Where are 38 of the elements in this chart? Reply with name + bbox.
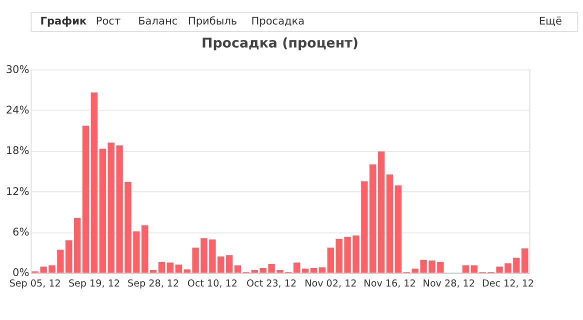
text: Баланс [138,15,178,28]
text: Ещё [538,15,562,28]
x-tick-label: Oct 10, 12 [187,278,238,290]
bar [310,268,318,273]
bar [99,148,106,273]
text: Прибыль [188,15,238,28]
bar [175,264,182,273]
x-tick-label: Sep 28, 12 [128,278,180,290]
x-tick-label: Nov 02, 12 [304,278,357,290]
bar [302,268,309,273]
text: График [40,15,87,28]
y-tick-label: 18% [6,145,30,158]
y-tick-label: 6% [12,226,30,238]
bar [462,265,470,273]
x-tick-label: Dec 12, 12 [482,278,534,290]
bar [74,218,81,273]
bar [378,151,385,273]
y-tick-label: 12% [6,186,30,198]
y-tick-label: 24% [6,104,30,116]
x-tick-label: Oct 23, 12 [246,278,297,290]
bar [234,265,242,273]
x-tick-label: Nov 28, 12 [422,278,475,290]
y-tick-label: 30% [6,64,30,76]
y-tick-label: 0% [12,267,30,280]
bar [386,174,394,273]
x-tick-label: Nov 16, 12 [364,278,416,290]
bar [226,255,233,273]
text: Просадка [251,15,305,28]
bar [158,262,166,273]
x-tick-label: Sep 19, 12 [68,278,120,290]
bar [90,92,98,273]
x-tick-label: Sep 05, 12 [9,278,61,290]
bar [394,185,402,273]
text: Рост [96,15,121,28]
bar [470,265,478,273]
chart-title: Просадка (процент) [201,36,359,52]
bar [166,262,174,273]
bar [82,126,90,273]
